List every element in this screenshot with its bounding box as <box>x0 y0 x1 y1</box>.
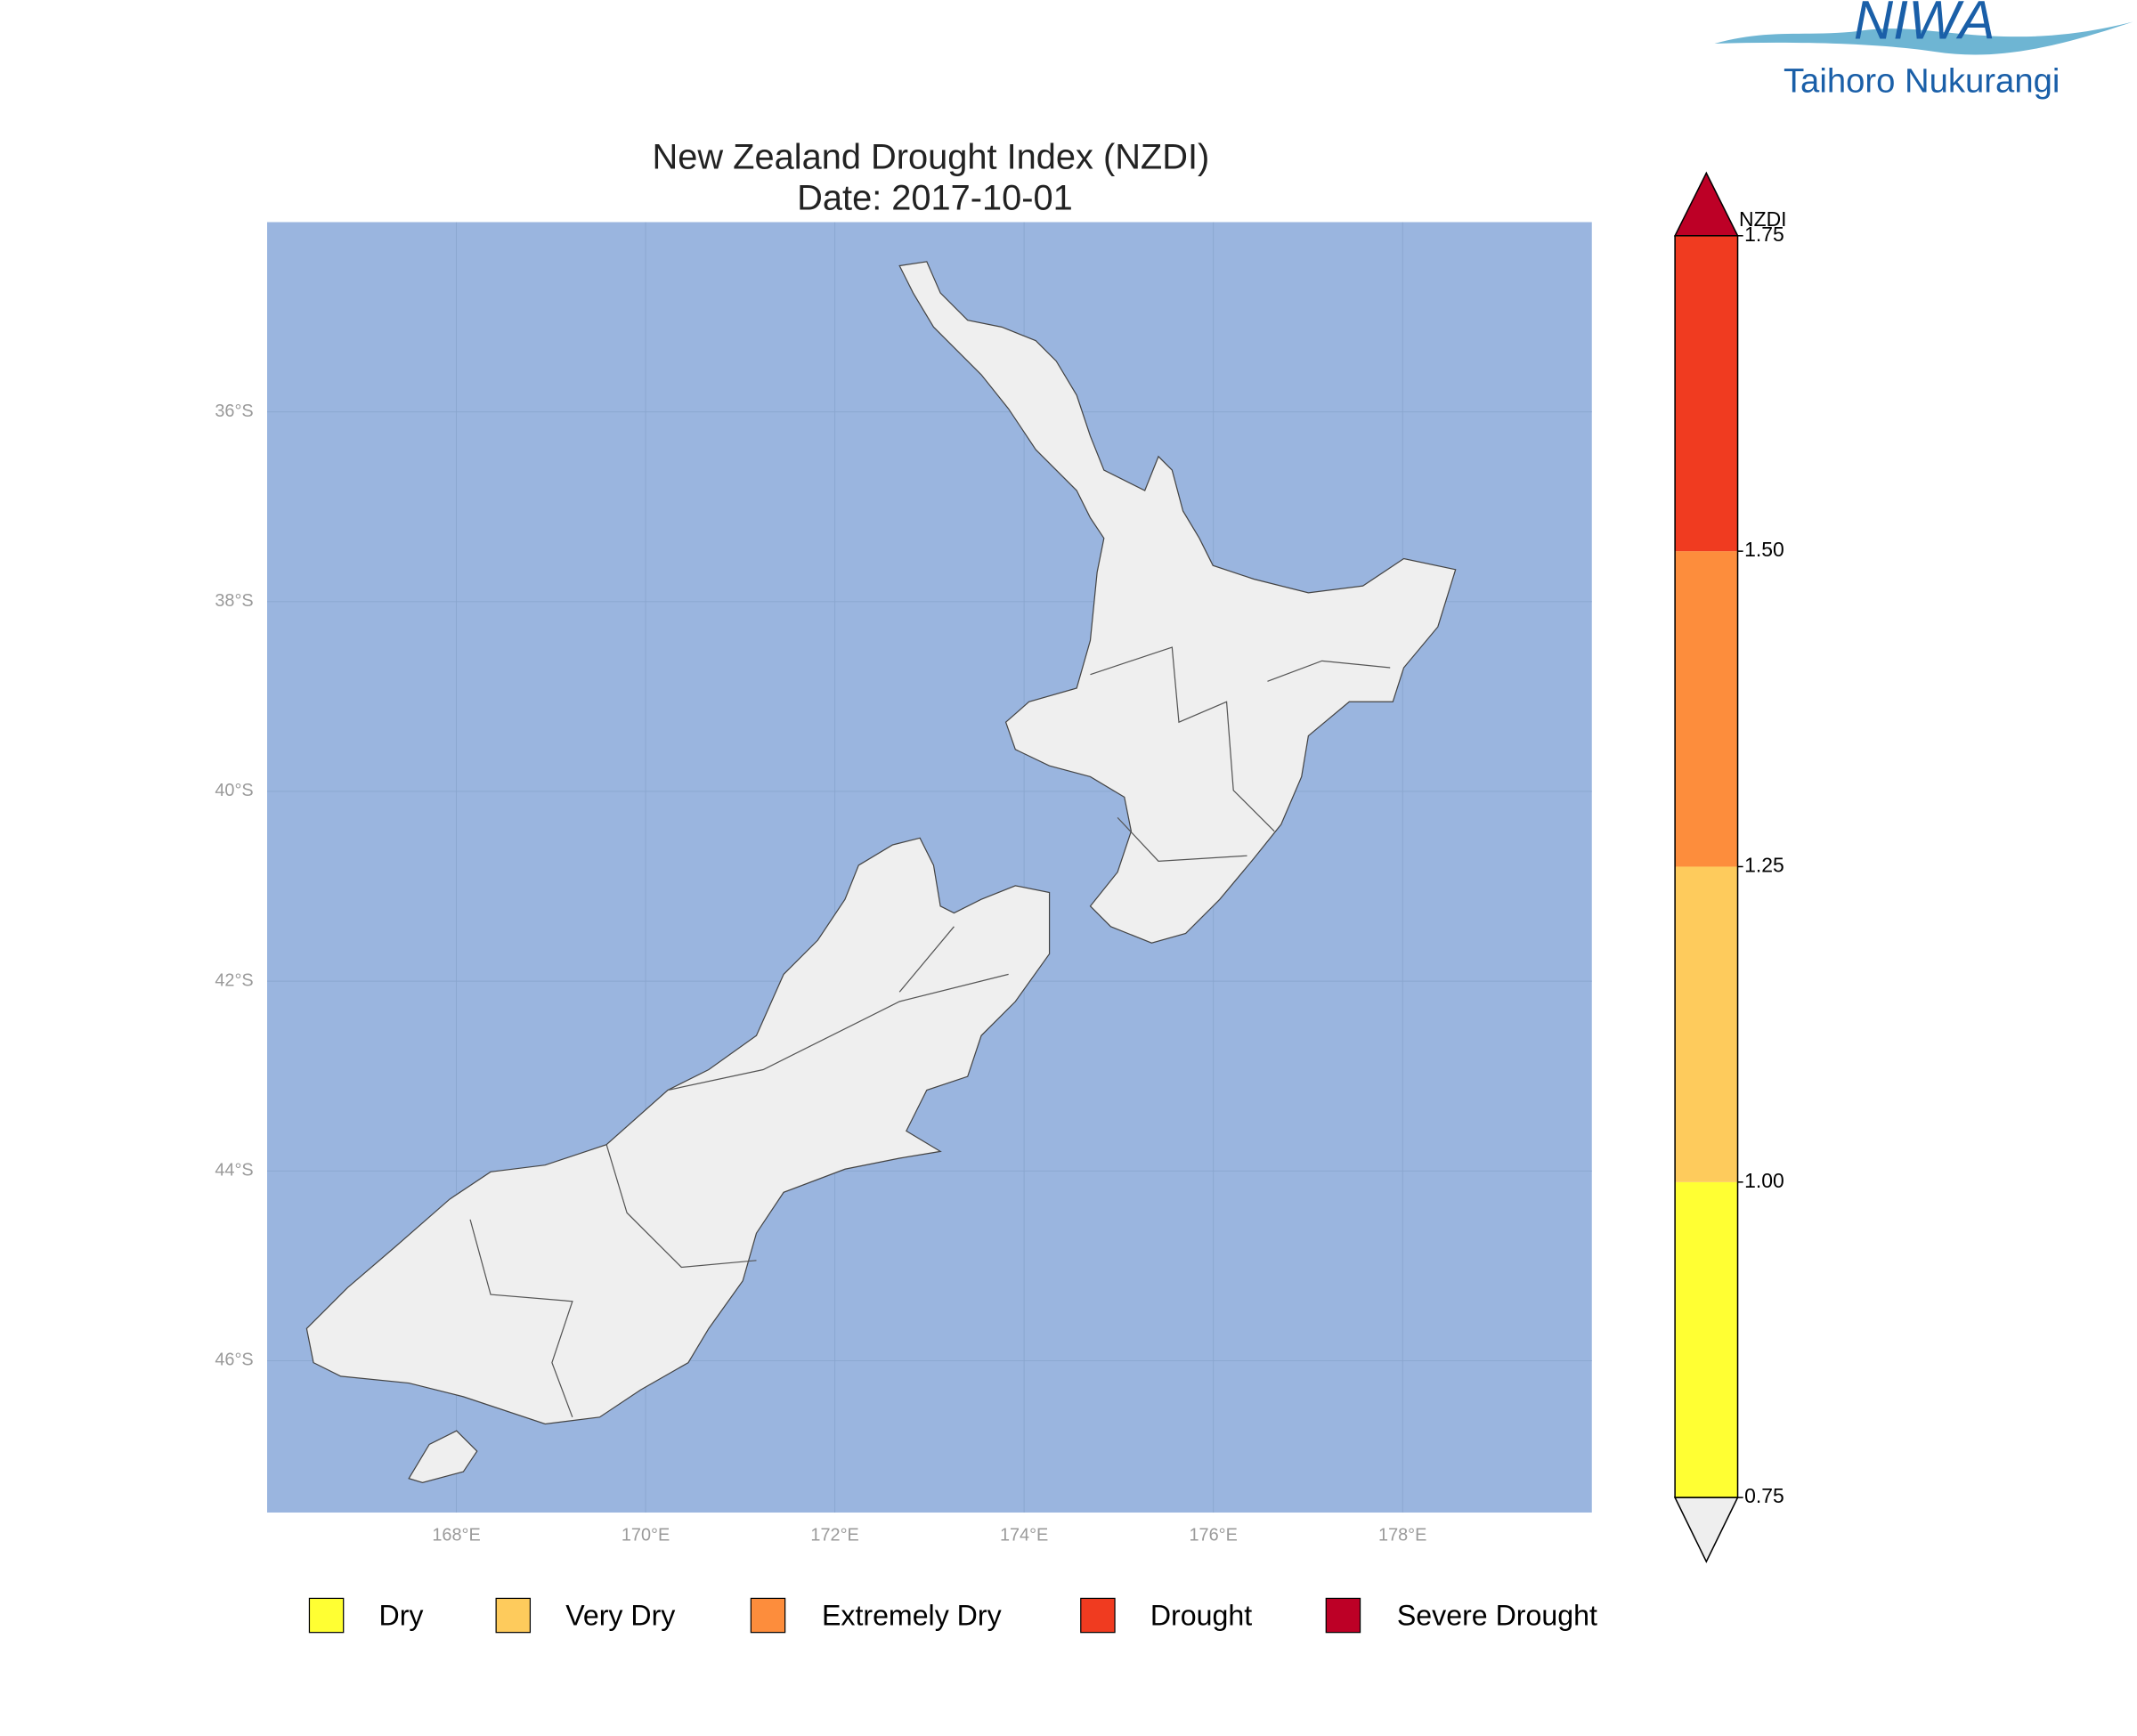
legend-swatch <box>750 1597 786 1634</box>
logo: NIWA Taihoro Nukurangi <box>1714 0 2133 100</box>
y-tick-label: 40°S <box>215 781 253 800</box>
colorbar-tick-label: 1.75 <box>1744 223 1784 246</box>
x-tick-label: 174°E <box>1000 1525 1048 1545</box>
colorbar-label: NZDI <box>1739 207 1787 231</box>
x-tick-label: 170°E <box>622 1525 670 1545</box>
legend-swatch <box>1080 1597 1116 1634</box>
north-island <box>898 261 1457 944</box>
x-tick-label: 176°E <box>1189 1525 1237 1545</box>
stewart-island <box>408 1430 478 1483</box>
colorbar-segment <box>1675 235 1738 552</box>
colorbar-segment <box>1675 866 1738 1182</box>
colorbar-tick-label: 1.50 <box>1744 538 1784 561</box>
x-tick-label: 172°E <box>810 1525 858 1545</box>
x-tick-label: 168°E <box>432 1525 480 1545</box>
colorbar-tick-label: 1.25 <box>1744 854 1784 877</box>
south-island <box>305 837 1051 1425</box>
legend-swatch <box>1325 1597 1361 1634</box>
region-boundary <box>469 646 1391 1418</box>
chart-subtitle: Date: 2017-10-01 <box>797 179 1073 218</box>
logo-subtitle: Taihoro Nukurangi <box>1784 61 2060 100</box>
legend-swatch <box>495 1597 532 1634</box>
legend-label: Extremely Dry <box>822 1599 1002 1631</box>
colorbar-tick-label: 0.75 <box>1744 1484 1784 1507</box>
legend-label: Severe Drought <box>1397 1599 1597 1631</box>
y-tick-label: 46°S <box>215 1351 253 1370</box>
y-tick-label: 36°S <box>215 402 253 421</box>
chart-title: New Zealand Drought Index (NZDI) <box>653 138 1210 177</box>
logo-swoosh <box>1714 21 2133 55</box>
legend-swatch <box>308 1597 345 1634</box>
logo-name: NIWA <box>1854 0 1995 51</box>
legend-label: Very Dry <box>565 1599 675 1631</box>
land <box>305 261 1457 1483</box>
legend-label: Drought <box>1150 1599 1252 1631</box>
colorbar-segment <box>1675 1181 1738 1498</box>
y-tick-label: 44°S <box>215 1161 253 1180</box>
colorbar-tick-label: 1.00 <box>1744 1169 1784 1192</box>
y-tick-label: 42°S <box>215 970 253 990</box>
colorbar-over <box>1673 171 1739 237</box>
colorbar-under <box>1673 1497 1739 1563</box>
x-tick-label: 178°E <box>1378 1525 1426 1545</box>
colorbar-segment <box>1675 551 1738 867</box>
y-tick-label: 38°S <box>215 591 253 611</box>
legend-label: Dry <box>379 1599 424 1631</box>
